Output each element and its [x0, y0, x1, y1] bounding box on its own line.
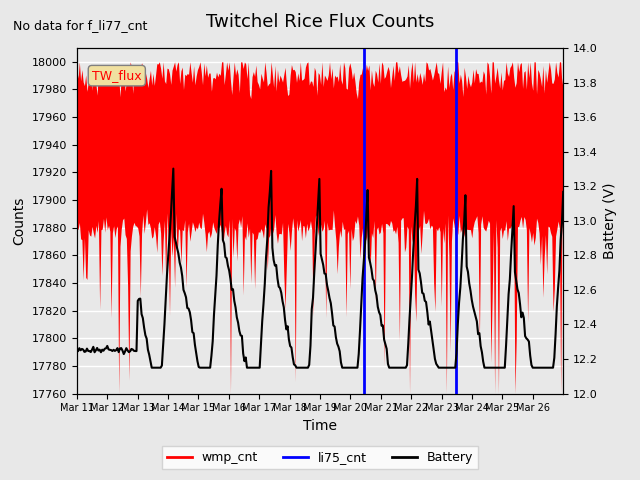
Text: No data for f_li77_cnt: No data for f_li77_cnt — [13, 19, 147, 32]
X-axis label: Time: Time — [303, 419, 337, 433]
Title: Twitchel Rice Flux Counts: Twitchel Rice Flux Counts — [206, 13, 434, 31]
Y-axis label: Battery (V): Battery (V) — [604, 182, 618, 259]
Y-axis label: Counts: Counts — [12, 197, 26, 245]
Legend: wmp_cnt, li75_cnt, Battery: wmp_cnt, li75_cnt, Battery — [162, 446, 478, 469]
Text: TW_flux: TW_flux — [92, 69, 141, 82]
